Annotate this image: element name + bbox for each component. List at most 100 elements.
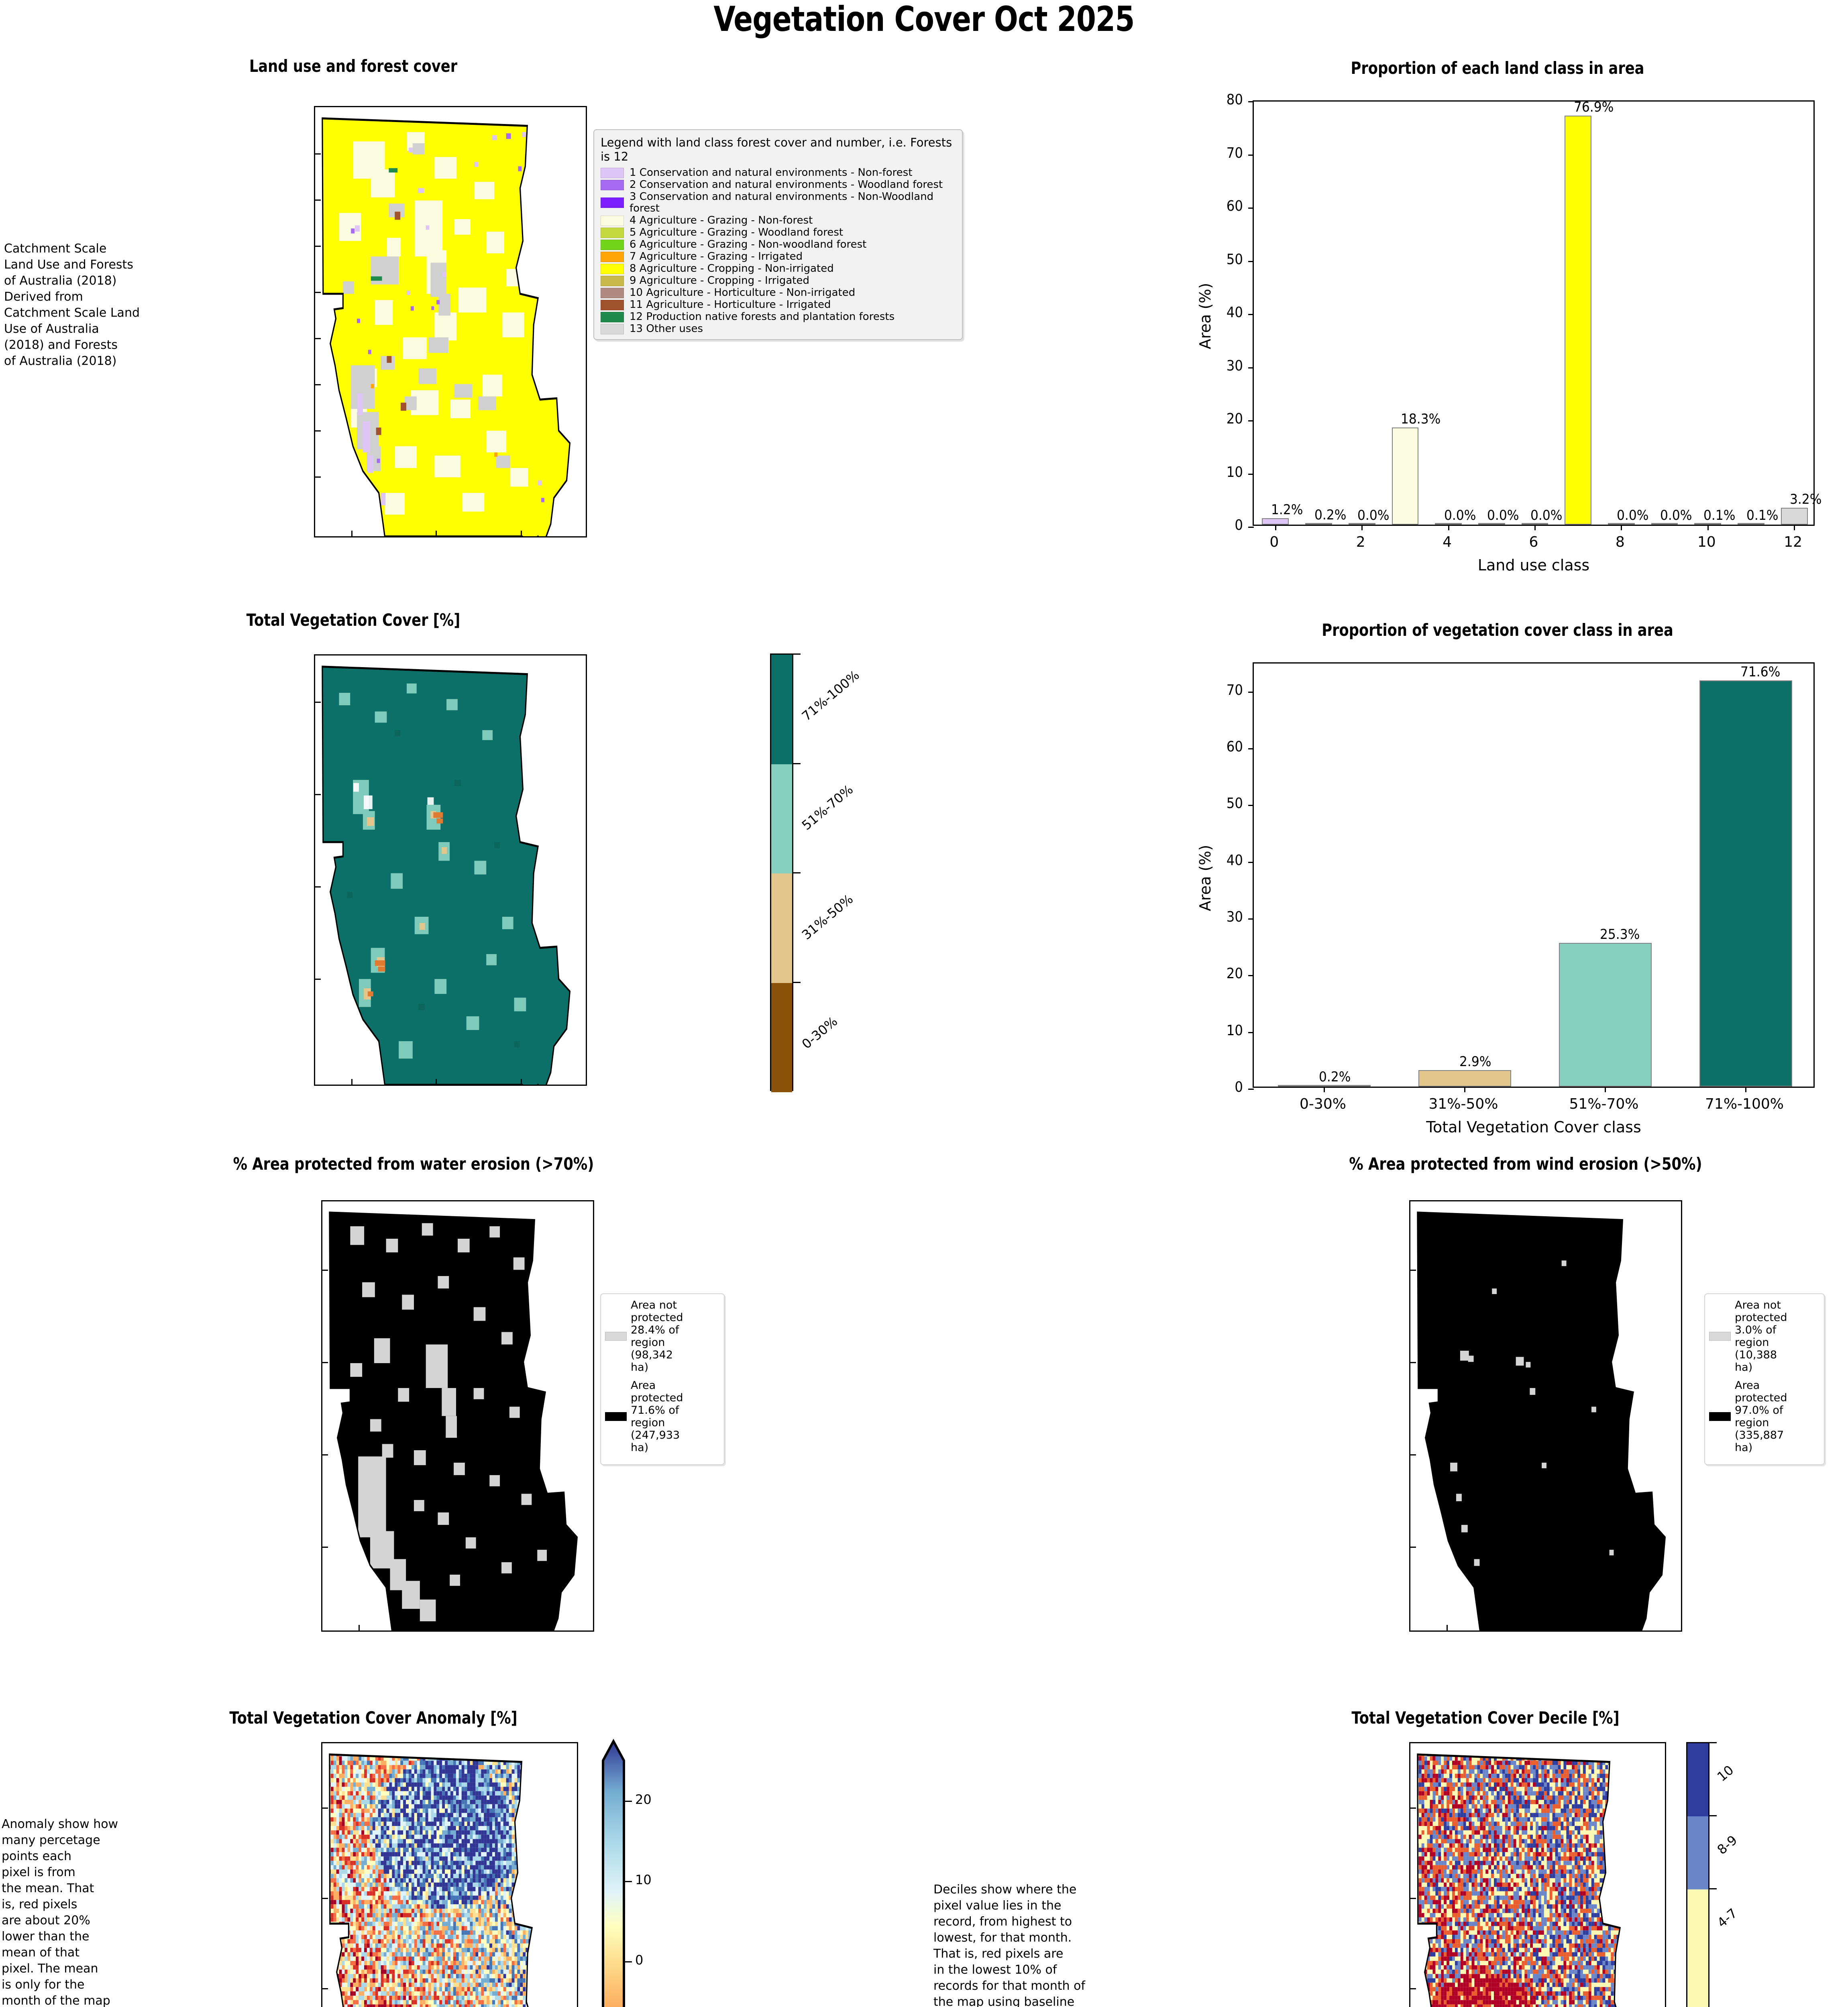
bar[interactable]	[1348, 523, 1375, 525]
y-tick-label: 50	[1226, 795, 1243, 812]
bar[interactable]	[1418, 1070, 1511, 1087]
bar[interactable]	[1559, 943, 1652, 1087]
y-tick	[1248, 420, 1254, 421]
bar[interactable]	[1521, 523, 1548, 525]
y-tick	[1248, 101, 1254, 102]
bar[interactable]	[1651, 523, 1678, 525]
legend-swatch	[601, 324, 624, 334]
erosion-legend-item: Area not protected 28.4% of region (98,3…	[605, 1299, 720, 1374]
landuse-map[interactable]	[314, 106, 587, 537]
wind-erosion-map-graphic	[1417, 1211, 1666, 1630]
landuse-chart-plot	[1248, 100, 1815, 530]
y-tick-label: 50	[1226, 251, 1243, 268]
bar[interactable]	[1738, 523, 1764, 525]
map-tick	[315, 199, 321, 201]
map-tick	[1410, 1362, 1416, 1363]
y-tick-label: 30	[1226, 357, 1243, 374]
x-tick	[1534, 525, 1536, 530]
legend-swatch	[601, 251, 624, 262]
bar[interactable]	[1565, 116, 1592, 525]
y-tick	[1248, 208, 1254, 209]
y-tick	[1248, 261, 1254, 262]
map-tick	[315, 153, 321, 155]
bar[interactable]	[1435, 523, 1462, 525]
y-tick-label: 20	[1226, 965, 1243, 982]
colorbar-label: 0	[635, 1952, 644, 1968]
bar[interactable]	[1262, 518, 1289, 525]
bar[interactable]	[1608, 523, 1635, 525]
map-tick	[351, 1079, 352, 1085]
bar[interactable]	[1699, 680, 1792, 1087]
colorbar-label: 71%-100%	[799, 667, 862, 724]
bar-value-label: 25.3%	[1600, 926, 1640, 943]
bar[interactable]	[1392, 427, 1419, 525]
water-erosion-map-graphic	[329, 1211, 578, 1630]
map-tick	[351, 531, 352, 536]
landuse-legend-item: 12 Production native forests and plantat…	[601, 311, 956, 323]
anomaly-map[interactable]	[321, 1742, 578, 2007]
legend-swatch	[1709, 1412, 1731, 1421]
x-tick-label: 0-30%	[1300, 1096, 1346, 1112]
landuse-legend-item: 1 Conservation and natural environments …	[601, 167, 956, 179]
map-tick	[1410, 1898, 1416, 1899]
colorbar-segment	[1687, 1743, 1708, 1816]
legend-item-label: 7 Agriculture - Grazing - Irrigated	[630, 250, 803, 263]
colorbar-tick	[793, 872, 801, 873]
water-erosion-map[interactable]	[321, 1200, 594, 1632]
colorbar-label: 20	[635, 1792, 652, 1807]
x-tick	[1361, 525, 1363, 530]
landuse-legend-item: 13 Other uses	[601, 323, 956, 335]
bar-value-label: 0.1%	[1746, 507, 1779, 523]
anomaly-title: Total Vegetation Cover Anomaly [%]	[229, 1708, 518, 1728]
bar-value-label: 0.1%	[1703, 507, 1736, 523]
legend-item-label: Area not protected 28.4% of region (98,3…	[631, 1299, 683, 1374]
y-tick-label: 10	[1226, 1022, 1243, 1039]
map-tick	[315, 430, 321, 432]
landuse-legend-item: 8 Agriculture - Cropping - Non-irrigated	[601, 263, 956, 275]
legend-swatch	[1709, 1332, 1731, 1341]
colorbar-label: 0-30%	[799, 1014, 841, 1052]
anomaly-map-graphic	[329, 1753, 562, 2007]
colorbar-label: 4-7	[1714, 1905, 1740, 1931]
water-erosion-legend: Area not protected 28.4% of region (98,3…	[600, 1293, 725, 1465]
y-tick-label: 40	[1226, 304, 1243, 321]
landuse-bar-chart[interactable]: 1.2% 0.2% 0.0% 18.3% 0.0% 0.0% 0.0% 76.9% 0.0% 0.…	[1176, 92, 1822, 574]
legend-item-label: 12 Production native forests and plantat…	[630, 311, 895, 323]
bar-value-label: 2.9%	[1459, 1054, 1491, 1070]
cover-colorbar[interactable]	[770, 653, 793, 1092]
bar[interactable]	[1781, 507, 1808, 525]
legend-item-label: 6 Agriculture - Grazing - Non-woodland f…	[630, 238, 867, 250]
y-tick-label: 70	[1226, 682, 1243, 698]
cover-map[interactable]	[314, 654, 587, 1086]
bar[interactable]	[1478, 523, 1505, 525]
cover-bar-chart[interactable]: 0.2% 2.9% 25.3% 71.6% 0 10 20 30 40 50 60 70 0-30% 31…	[1176, 654, 1819, 1136]
y-axis-title: Area (%)	[1196, 283, 1214, 349]
decile-map[interactable]	[1409, 1742, 1666, 2007]
anomaly-colorbar[interactable]	[601, 1738, 626, 2007]
map-tick	[322, 1988, 328, 1989]
bar-value-label: 0.0%	[1444, 507, 1476, 523]
map-tick	[315, 476, 321, 478]
y-tick-label: 30	[1226, 909, 1243, 925]
colorbar-tick	[625, 1881, 632, 1882]
cover-map-graphic	[322, 666, 571, 1085]
landuse-map-graphic	[322, 117, 571, 536]
legend-swatch	[601, 263, 624, 274]
legend-item-label: Area not protected 3.0% of region (10,38…	[1735, 1299, 1787, 1374]
y-tick	[1248, 805, 1254, 806]
map-tick	[1410, 1270, 1416, 1271]
legend-swatch	[605, 1412, 627, 1421]
landuse-legend-item: 10 Agriculture - Horticulture - Non-irri…	[601, 287, 956, 299]
y-tick	[1248, 1032, 1254, 1033]
decile-colorbar[interactable]	[1686, 1742, 1709, 2007]
bar[interactable]	[1278, 1085, 1371, 1087]
legend-item-label: Area protected 97.0% of region (335,887 …	[1735, 1379, 1787, 1454]
x-tick-label: 8	[1615, 534, 1625, 550]
bar[interactable]	[1694, 523, 1722, 525]
colorbar-label: 10	[635, 1872, 652, 1887]
colorbar-label: 31%-50%	[799, 891, 856, 943]
bar[interactable]	[1305, 523, 1332, 525]
y-tick	[1248, 473, 1254, 475]
y-tick-label: 0	[1235, 1079, 1243, 1095]
wind-erosion-map[interactable]	[1409, 1200, 1682, 1632]
